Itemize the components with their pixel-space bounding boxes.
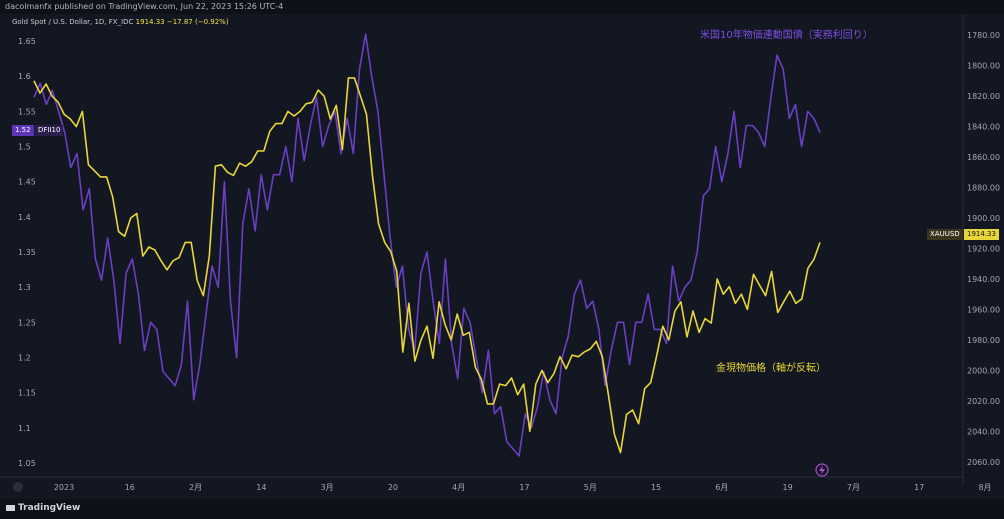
time-tick-label: 6月 [715, 483, 728, 492]
left-tick-label: 1.4 [18, 213, 31, 222]
legend-value: 1914.33 [135, 18, 165, 26]
right-tick-label: 1820.00 [967, 92, 1000, 101]
time-axis: 2023 16 2月 14 3月 20 4月 17 5月 15 6月 19 7月 17 8月 [54, 483, 992, 492]
time-tick-label: 16 [125, 483, 135, 492]
timezone-icon[interactable] [13, 482, 23, 492]
gold-annotation: 金現物価格（軸が反転） [716, 361, 826, 374]
dfii10-tag-symbol: DFII10 [38, 126, 61, 134]
right-tick-label: 1900.00 [967, 214, 1000, 223]
xauusd-price-tag: 1914.33 [964, 229, 999, 240]
dfii10-tag-value: 1.52 [15, 126, 31, 134]
time-tick-label: 17 [519, 483, 529, 492]
time-tick-label: 7月 [847, 483, 860, 492]
right-tick-label: 1960.00 [967, 305, 1000, 314]
legend-change: −17.87 (−0.92%) [166, 18, 229, 26]
dfii10-price-tag: 1.52 [12, 125, 34, 136]
xauusd-series-line [33, 77, 821, 454]
xauusd-tag-symbol: XAUUSD [930, 230, 960, 238]
series-group [33, 33, 821, 457]
lightning-icon[interactable] [815, 463, 829, 477]
chart-background [0, 14, 1004, 499]
chart-canvas[interactable]: 1.65 1.6 1.55 1.5 1.45 1.4 1.35 1.3 1.25 1.2 1.15 1… [0, 14, 1004, 499]
right-tick-label: 1920.00 [967, 245, 1000, 254]
left-axis: 1.65 1.6 1.55 1.5 1.45 1.4 1.35 1.3 1.25 1.2 1.15 1… [18, 37, 36, 468]
tradingview-icon [6, 504, 15, 511]
right-tick-label: 1980.00 [967, 336, 1000, 345]
dfii10-symbol-tag: DFII10 [35, 125, 64, 136]
time-tick-label: 2月 [189, 483, 202, 492]
right-tick-label: 1940.00 [967, 275, 1000, 284]
publish-header: dacolmanfx published on TradingView.com,… [0, 0, 1004, 14]
chart-legend: Gold Spot / U.S. Dollar, 1D, FX_IDC 1914… [12, 18, 229, 26]
tradingview-logo[interactable]: TradingView [6, 503, 80, 513]
legend-symbol: Gold Spot / U.S. Dollar, 1D, FX_IDC [12, 18, 134, 26]
left-tick-label: 1.45 [18, 178, 36, 187]
time-tick-label: 8月 [978, 483, 991, 492]
time-tick-label: 19 [783, 483, 793, 492]
left-tick-label: 1.05 [18, 459, 36, 468]
right-tick-label: 1840.00 [967, 123, 1000, 132]
time-tick-label: 15 [651, 483, 661, 492]
xauusd-tag-value: 1914.33 [967, 230, 996, 238]
brand-text: TradingView [18, 503, 81, 513]
xauusd-symbol-tag: XAUUSD [927, 229, 963, 240]
left-tick-label: 1.25 [18, 318, 36, 327]
right-tick-label: 1860.00 [967, 153, 1000, 162]
left-tick-label: 1.35 [18, 248, 36, 257]
right-tick-label: 1800.00 [967, 62, 1000, 71]
footer-bar: TradingView [0, 499, 1004, 519]
right-axis: 1780.00 1800.00 1820.00 1840.00 1860.00 1880.… [967, 31, 1000, 467]
right-tick-label: 1880.00 [967, 184, 1000, 193]
time-tick-label: 2023 [54, 483, 74, 492]
right-tick-label: 1780.00 [967, 31, 1000, 40]
left-tick-label: 1.15 [18, 389, 36, 398]
left-tick-label: 1.55 [18, 107, 36, 116]
left-tick-label: 1.5 [18, 143, 31, 152]
right-tick-label: 2020.00 [967, 397, 1000, 406]
left-tick-label: 1.6 [18, 72, 31, 81]
left-tick-label: 1.3 [18, 283, 31, 292]
time-tick-label: 17 [914, 483, 924, 492]
time-tick-label: 3月 [321, 483, 334, 492]
publish-text: dacolmanfx published on TradingView.com,… [5, 2, 284, 11]
time-tick-label: 20 [388, 483, 398, 492]
left-tick-label: 1.2 [18, 353, 31, 362]
time-tick-label: 5月 [584, 483, 597, 492]
left-tick-label: 1.65 [18, 37, 36, 46]
right-tick-label: 2040.00 [967, 427, 1000, 436]
right-tick-label: 2000.00 [967, 366, 1000, 375]
dfii10-series-line [33, 33, 821, 457]
time-tick-label: 4月 [452, 483, 465, 492]
time-tick-label: 14 [256, 483, 266, 492]
left-tick-label: 1.1 [18, 424, 31, 433]
right-tick-label: 2060.00 [967, 458, 1000, 467]
real-yield-annotation: 米国10年物価連動国債（実務利回り） [700, 28, 873, 41]
